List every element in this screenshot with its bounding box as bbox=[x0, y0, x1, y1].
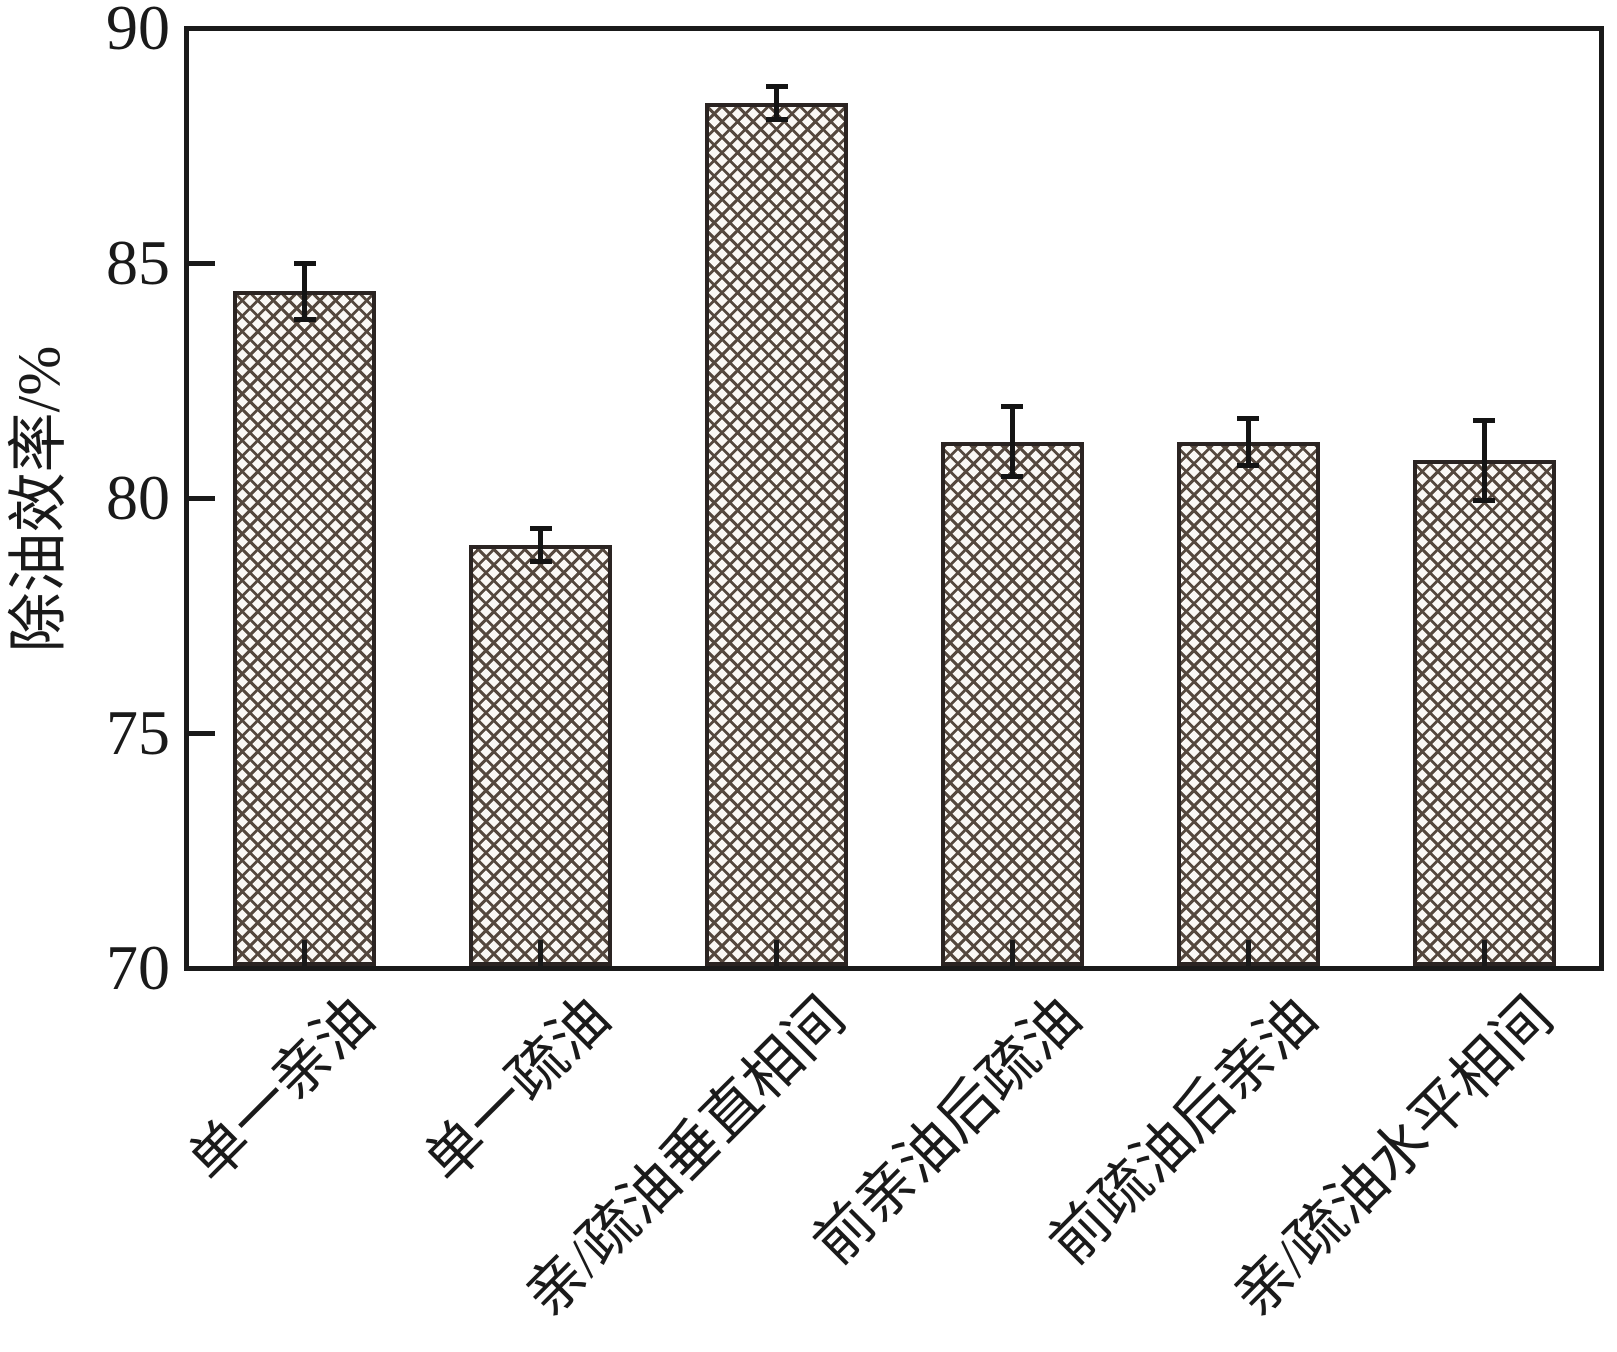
bar bbox=[940, 441, 1084, 966]
y-tick bbox=[189, 260, 215, 266]
error-bar-cap bbox=[529, 558, 552, 564]
error-bar-cap bbox=[1237, 462, 1260, 468]
bar bbox=[1412, 460, 1556, 966]
y-tick-label: 90 bbox=[106, 0, 170, 63]
error-bar-cap bbox=[765, 117, 788, 123]
x-axis-label: 单一疏油 bbox=[411, 984, 623, 1195]
x-tick bbox=[1009, 939, 1015, 966]
error-bar-cap bbox=[293, 316, 316, 322]
error-bar-cap bbox=[765, 84, 788, 90]
error-bar-cap bbox=[1237, 415, 1260, 421]
bar bbox=[233, 291, 377, 966]
x-axis-label: 单一亲油 bbox=[176, 984, 387, 1195]
x-tick bbox=[1481, 939, 1487, 966]
error-bar-cap bbox=[529, 526, 552, 532]
error-bar-stem bbox=[538, 528, 544, 562]
error-bar-stem bbox=[1009, 406, 1015, 477]
error-bar-cap bbox=[1473, 417, 1496, 423]
bar bbox=[469, 545, 613, 966]
error-bar-cap bbox=[1001, 474, 1024, 480]
error-bar-cap bbox=[1001, 403, 1024, 409]
x-tick bbox=[538, 939, 544, 966]
error-bar-stem bbox=[302, 263, 308, 320]
error-bar-stem bbox=[1481, 420, 1487, 501]
y-tick-label: 70 bbox=[106, 932, 170, 1003]
x-tick bbox=[774, 939, 780, 966]
error-bar-stem bbox=[774, 86, 780, 120]
y-tick bbox=[189, 495, 215, 501]
y-tick-label: 85 bbox=[106, 227, 170, 298]
y-tick bbox=[189, 730, 215, 736]
y-tick-label: 75 bbox=[106, 697, 170, 768]
x-tick bbox=[302, 939, 308, 966]
bar bbox=[1176, 441, 1320, 966]
error-bar-cap bbox=[293, 260, 316, 266]
y-tick-label: 80 bbox=[106, 462, 170, 533]
bar bbox=[705, 103, 849, 966]
plot-area bbox=[184, 26, 1604, 971]
x-tick bbox=[1245, 939, 1251, 966]
error-bar-stem bbox=[1245, 418, 1251, 466]
error-bar-cap bbox=[1473, 497, 1496, 503]
